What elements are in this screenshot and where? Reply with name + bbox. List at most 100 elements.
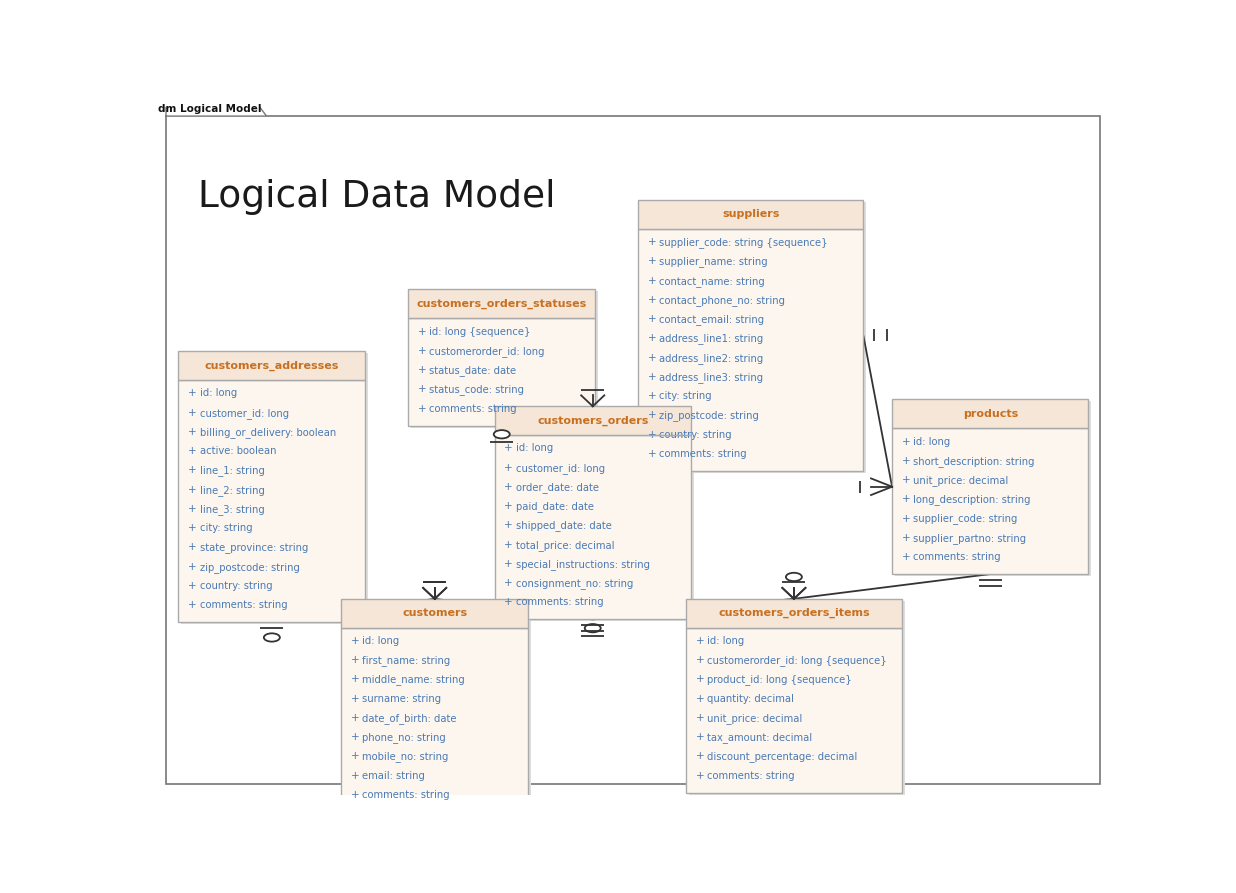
Bar xyxy=(408,289,596,318)
Text: comments: string: comments: string xyxy=(199,600,287,610)
Bar xyxy=(494,435,691,620)
Text: zip_postcode: string: zip_postcode: string xyxy=(659,411,759,421)
Text: quantity: decimal: quantity: decimal xyxy=(707,694,794,704)
Text: mobile_no: string: mobile_no: string xyxy=(362,751,449,763)
Bar xyxy=(344,601,531,814)
Text: unit_price: decimal: unit_price: decimal xyxy=(707,713,802,724)
Text: zip_postcode: string: zip_postcode: string xyxy=(199,562,299,572)
Text: +: + xyxy=(696,771,705,780)
Text: state_province: string: state_province: string xyxy=(199,542,308,554)
Text: contact_email: string: contact_email: string xyxy=(659,314,764,325)
Text: customers_orders: customers_orders xyxy=(538,415,649,426)
Text: +: + xyxy=(504,501,513,511)
Text: comments: string: comments: string xyxy=(913,552,1001,562)
Text: +: + xyxy=(418,327,426,337)
Text: +: + xyxy=(504,444,513,454)
Text: line_1: string: line_1: string xyxy=(199,465,265,476)
Text: shipped_date: date: shipped_date: date xyxy=(515,521,612,531)
Text: +: + xyxy=(648,449,656,459)
Text: +: + xyxy=(418,346,426,355)
Text: +: + xyxy=(648,353,656,363)
Text: +: + xyxy=(902,455,910,466)
Text: +: + xyxy=(902,475,910,485)
Bar xyxy=(497,408,693,622)
Text: customers_addresses: customers_addresses xyxy=(205,361,339,371)
Text: line_2: string: line_2: string xyxy=(199,485,265,496)
Text: +: + xyxy=(351,674,360,684)
Polygon shape xyxy=(166,101,267,116)
Text: id: long {sequence}: id: long {sequence} xyxy=(429,327,531,337)
Text: +: + xyxy=(351,790,360,800)
Text: +: + xyxy=(188,504,197,513)
Text: surname: string: surname: string xyxy=(362,694,441,704)
Text: +: + xyxy=(648,411,656,421)
Text: active: boolean: active: boolean xyxy=(199,446,276,456)
Text: +: + xyxy=(902,533,910,543)
Text: +: + xyxy=(902,495,910,505)
Bar xyxy=(686,628,902,793)
Text: email: string: email: string xyxy=(362,771,425,780)
Text: short_description: string: short_description: string xyxy=(913,455,1035,467)
Text: +: + xyxy=(696,713,705,723)
Text: +: + xyxy=(188,485,197,495)
Text: supplier_partno: string: supplier_partno: string xyxy=(913,533,1026,544)
Text: +: + xyxy=(351,636,360,646)
Text: +: + xyxy=(188,523,197,533)
Text: country: string: country: string xyxy=(659,430,732,439)
Text: address_line1: string: address_line1: string xyxy=(659,333,764,345)
Text: customers_orders_items: customers_orders_items xyxy=(718,608,870,618)
Bar xyxy=(178,380,366,622)
Text: +: + xyxy=(188,407,197,418)
Bar xyxy=(494,406,691,435)
Text: +: + xyxy=(188,581,197,591)
Bar xyxy=(688,601,905,795)
Text: first_name: string: first_name: string xyxy=(362,655,451,666)
Text: customer_id: long: customer_id: long xyxy=(199,407,289,419)
Text: suppliers: suppliers xyxy=(722,210,780,220)
Text: +: + xyxy=(902,437,910,446)
Text: consignment_no: string: consignment_no: string xyxy=(515,578,633,589)
Text: address_line3: string: address_line3: string xyxy=(659,371,764,383)
Text: comments: string: comments: string xyxy=(429,404,517,413)
Text: supplier_code: string: supplier_code: string xyxy=(913,513,1017,524)
Text: +: + xyxy=(188,562,197,572)
Text: city: string: city: string xyxy=(199,523,252,533)
Text: comments: string: comments: string xyxy=(707,771,795,780)
Text: +: + xyxy=(648,333,656,344)
Text: +: + xyxy=(504,559,513,569)
Text: +: + xyxy=(351,751,360,762)
Text: +: + xyxy=(188,446,197,456)
Text: +: + xyxy=(188,388,197,398)
Text: country: string: country: string xyxy=(199,581,272,591)
Text: +: + xyxy=(188,465,197,475)
Text: unit_price: decimal: unit_price: decimal xyxy=(913,475,1009,486)
Bar xyxy=(892,429,1089,574)
Text: +: + xyxy=(504,597,513,607)
Text: contact_phone_no: string: contact_phone_no: string xyxy=(659,295,785,305)
Text: +: + xyxy=(504,482,513,492)
Text: supplier_code: string {sequence}: supplier_code: string {sequence} xyxy=(659,238,828,248)
Text: +: + xyxy=(648,256,656,266)
Text: status_date: date: status_date: date xyxy=(429,365,517,376)
Text: contact_name: string: contact_name: string xyxy=(659,276,765,287)
Text: id: long: id: long xyxy=(199,388,237,398)
Text: +: + xyxy=(504,463,513,472)
Ellipse shape xyxy=(263,633,279,642)
Bar xyxy=(895,402,1091,576)
Text: billing_or_delivery: boolean: billing_or_delivery: boolean xyxy=(199,427,336,438)
Text: line_3: string: line_3: string xyxy=(199,504,265,515)
Text: id: long: id: long xyxy=(913,437,950,446)
Text: +: + xyxy=(648,238,656,247)
Bar xyxy=(638,229,864,471)
Text: total_price: decimal: total_price: decimal xyxy=(515,539,614,551)
Text: special_instructions: string: special_instructions: string xyxy=(515,559,650,570)
Text: supplier_name: string: supplier_name: string xyxy=(659,256,768,267)
Text: customer_id: long: customer_id: long xyxy=(515,463,604,473)
Ellipse shape xyxy=(786,572,802,581)
Text: +: + xyxy=(696,674,705,684)
Text: +: + xyxy=(696,694,705,704)
Text: Logical Data Model: Logical Data Model xyxy=(198,179,555,215)
Text: comments: string: comments: string xyxy=(362,790,450,800)
Ellipse shape xyxy=(493,430,509,438)
Text: address_line2: string: address_line2: string xyxy=(659,353,764,363)
